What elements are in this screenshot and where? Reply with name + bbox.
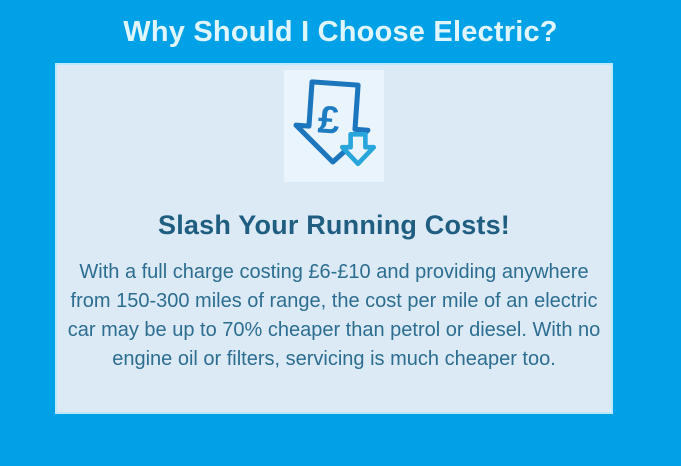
body-line: car may be up to 70% cheaper than petrol… (67, 319, 601, 341)
body-line: from 150-300 miles of range, the cost pe… (70, 290, 598, 312)
card-heading: Slash Your Running Costs! (157, 210, 511, 240)
body-line: With a full charge costing £6-£10 and pr… (79, 261, 589, 283)
price-drop-icon: £ (284, 70, 384, 182)
small-down-arrow-icon (340, 132, 376, 167)
page-title: Why Should I Choose Electric? (123, 16, 558, 48)
price-drop-arrow-icon: £ (293, 79, 376, 167)
body-line: engine oil or filters, servicing is much… (112, 348, 556, 370)
info-card: £ Slash Your Running Costs! With a full … (55, 63, 613, 414)
card-body: With a full charge costing £6-£10 and pr… (60, 258, 608, 374)
pound-symbol: £ (317, 98, 342, 142)
